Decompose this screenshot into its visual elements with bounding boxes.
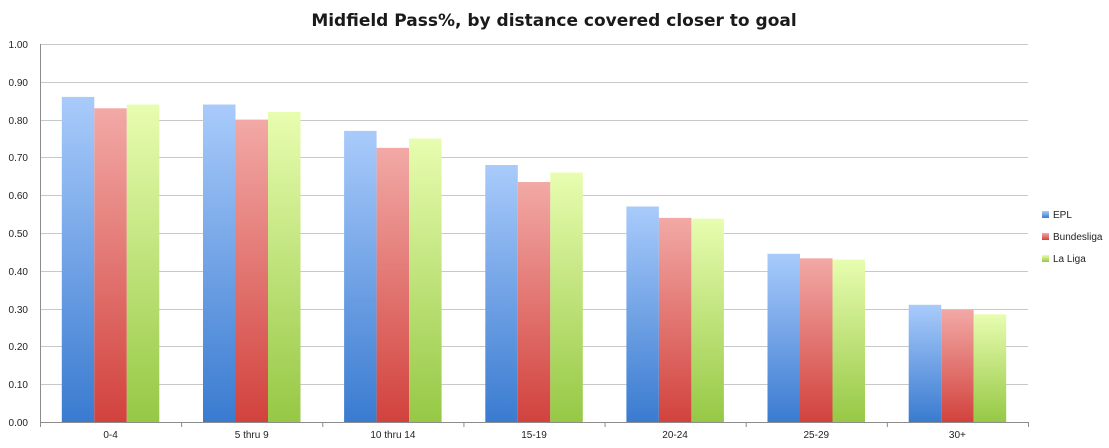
- bar-epl-30+: [908, 304, 942, 422]
- chart-title: Midfield Pass%, by distance covered clos…: [311, 11, 796, 31]
- legend-swatch: [1042, 211, 1049, 218]
- legend-label: La Liga: [1053, 254, 1086, 265]
- y-tick-label: 0.00: [9, 418, 29, 429]
- bar-la-liga-10-thru-14: [409, 138, 442, 422]
- bar-bundesliga-0-4: [94, 108, 127, 423]
- y-axis-ticks: 0.00 0.10 0.20 0.30 0.40 0.50 0.60 0.70 0.80 0.90…: [9, 40, 29, 429]
- bar-bundesliga-20-24: [658, 217, 692, 422]
- x-tick-label: 30+: [949, 430, 966, 441]
- y-tick-label: 0.70: [9, 153, 29, 164]
- bar-la-liga-15-19: [550, 172, 583, 422]
- bar-bundesliga-30+: [941, 309, 974, 422]
- bar-bundesliga-25-29: [800, 258, 833, 422]
- bar-bundesliga-10-thru-14: [376, 147, 410, 422]
- x-tick-label: 25-29: [804, 430, 830, 441]
- x-tick-label: 10 thru 14: [370, 430, 415, 441]
- y-tick-label: 0.10: [9, 380, 29, 391]
- bar-la-liga-0-4: [126, 104, 160, 422]
- bar-epl-10-thru-14: [344, 130, 377, 422]
- legend-label: EPL: [1053, 210, 1072, 221]
- bar-bundesliga-15-19: [517, 182, 551, 422]
- bar-la-liga-25-29: [832, 259, 865, 422]
- x-tick-label: 0-4: [103, 430, 118, 441]
- axes: [40, 44, 1029, 427]
- bar-epl-25-29: [767, 253, 800, 422]
- x-tick-label: 5 thru 9: [235, 430, 269, 441]
- bar-la-liga-5-thru-9: [268, 112, 301, 422]
- y-tick-label: 0.30: [9, 305, 29, 316]
- legend-swatch: [1042, 233, 1049, 240]
- y-tick-label: 0.90: [9, 78, 29, 89]
- bar-epl-5-thru-9: [203, 104, 236, 422]
- y-tick-label: 0.60: [9, 191, 29, 202]
- x-axis-ticks: 0-4 5 thru 9 10 thru 14 15-19 20-24 25-29 30+: [103, 430, 966, 441]
- x-tick-label: 20-24: [662, 430, 688, 441]
- bar-bundesliga-5-thru-9: [235, 119, 268, 422]
- y-tick-label: 1.00: [9, 40, 29, 51]
- bar-epl-20-24: [626, 206, 659, 422]
- y-tick-label: 0.40: [9, 267, 29, 278]
- bar-la-liga-30+: [973, 314, 1007, 422]
- legend: EPL Bundesliga La Liga: [1042, 210, 1103, 265]
- bar-epl-0-4: [61, 96, 95, 423]
- legend-swatch: [1042, 255, 1049, 262]
- y-tick-label: 0.80: [9, 116, 29, 127]
- bar-la-liga-20-24: [691, 218, 724, 422]
- y-tick-label: 0.20: [9, 342, 29, 353]
- bars: [61, 96, 1007, 423]
- legend-label: Bundesliga: [1053, 232, 1103, 243]
- y-tick-label: 0.50: [9, 229, 29, 240]
- x-tick-label: 15-19: [521, 430, 547, 441]
- bar-epl-15-19: [485, 165, 518, 422]
